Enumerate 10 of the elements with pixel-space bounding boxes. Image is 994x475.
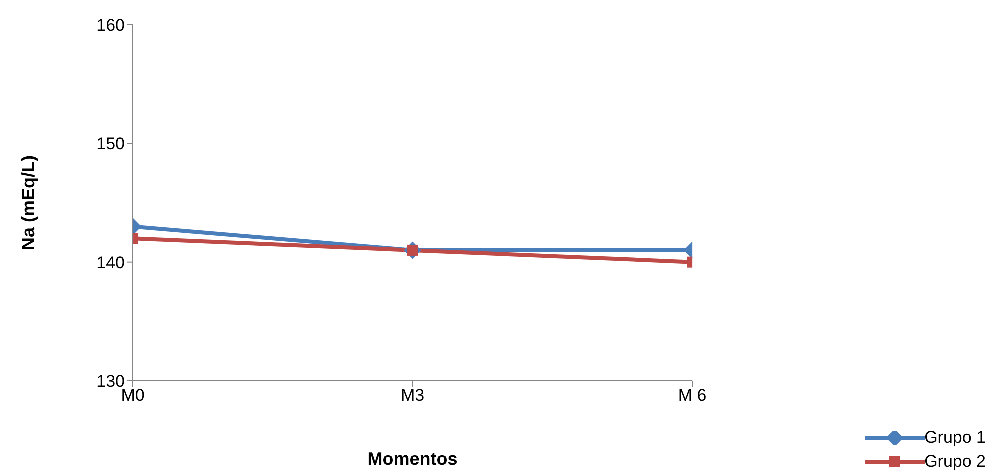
x-tick-label: M3 xyxy=(400,386,425,406)
y-tick-label: 140 xyxy=(96,253,125,272)
x-tick-label: M0 xyxy=(121,386,145,406)
y-tick-label: 150 xyxy=(96,134,125,154)
x-tick-label: M 6 xyxy=(678,386,707,406)
y-axis-title: Na (mEq/L) xyxy=(18,155,38,251)
x-axis-title: Momentos xyxy=(368,449,458,469)
legend-label: Grupo 1 xyxy=(924,428,986,448)
y-tick-label: 160 xyxy=(96,16,125,36)
legend-label: Grupo 2 xyxy=(924,452,986,472)
